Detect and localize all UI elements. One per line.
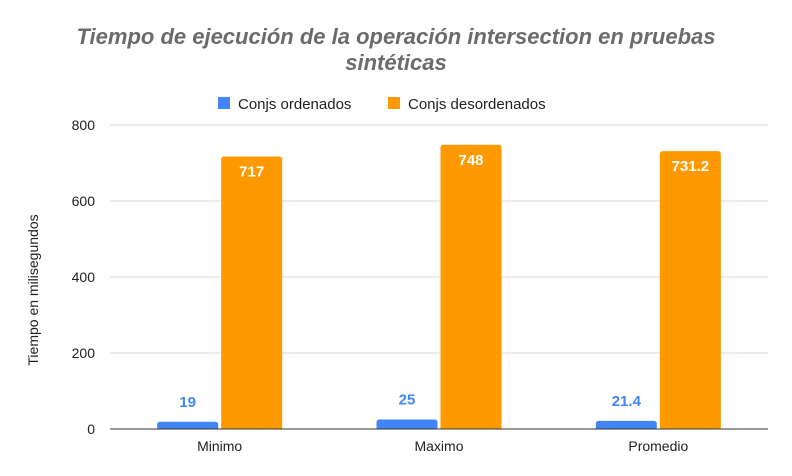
data-label: 748 bbox=[458, 152, 483, 169]
bar-desordenados-maximo bbox=[440, 144, 502, 429]
x-tick-label: Maximo bbox=[414, 438, 463, 454]
bars bbox=[157, 144, 721, 430]
x-tick-label: Minimo bbox=[197, 438, 242, 454]
bar-desordenados-promedio bbox=[659, 151, 721, 430]
x-tick-labels: Minimo Maximo Promedio bbox=[197, 438, 688, 454]
y-tick-labels: 0 200 400 600 800 bbox=[72, 117, 96, 437]
bar-ordenados-maximo bbox=[376, 419, 438, 429]
y-tick-label: 0 bbox=[87, 421, 95, 437]
chart-title-line-2: sintéticas bbox=[345, 50, 447, 75]
y-axis-label: Tiempo en milisegundos bbox=[25, 214, 41, 365]
data-label: 21.4 bbox=[612, 393, 642, 410]
legend-swatch-ordenados bbox=[218, 97, 230, 109]
x-tick-label: Promedio bbox=[628, 438, 688, 454]
legend-label-ordenados: Conjs ordenados bbox=[238, 96, 351, 113]
y-tick-label: 800 bbox=[72, 117, 96, 133]
gridlines bbox=[110, 124, 768, 354]
data-label: 717 bbox=[239, 164, 264, 181]
legend-swatch-desordenados bbox=[388, 97, 400, 109]
legend: Conjs ordenados Conjs desordenados bbox=[218, 96, 546, 113]
data-label: 731.2 bbox=[672, 158, 710, 175]
legend-label-desordenados: Conjs desordenados bbox=[408, 96, 546, 113]
data-label: 19 bbox=[179, 394, 196, 411]
data-label: 25 bbox=[399, 392, 416, 409]
y-tick-label: 600 bbox=[72, 193, 96, 209]
bar-ordenados-minimo bbox=[157, 421, 219, 429]
data-labels: 19 717 25 748 21.4 731.2 bbox=[179, 152, 709, 411]
bar-desordenados-minimo bbox=[221, 156, 283, 430]
y-tick-label: 200 bbox=[72, 345, 96, 361]
bar-ordenados-promedio bbox=[595, 420, 657, 429]
y-tick-label: 400 bbox=[72, 269, 96, 285]
chart-title-line-1: Tiempo de ejecución de la operación inte… bbox=[77, 24, 716, 49]
